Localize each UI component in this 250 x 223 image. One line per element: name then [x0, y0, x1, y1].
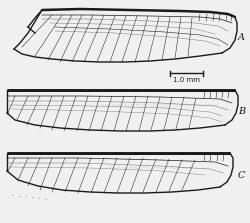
Text: A: A: [238, 33, 245, 41]
Text: C: C: [238, 171, 246, 180]
Text: 1.0 mm: 1.0 mm: [173, 77, 200, 83]
Text: B: B: [238, 107, 245, 116]
